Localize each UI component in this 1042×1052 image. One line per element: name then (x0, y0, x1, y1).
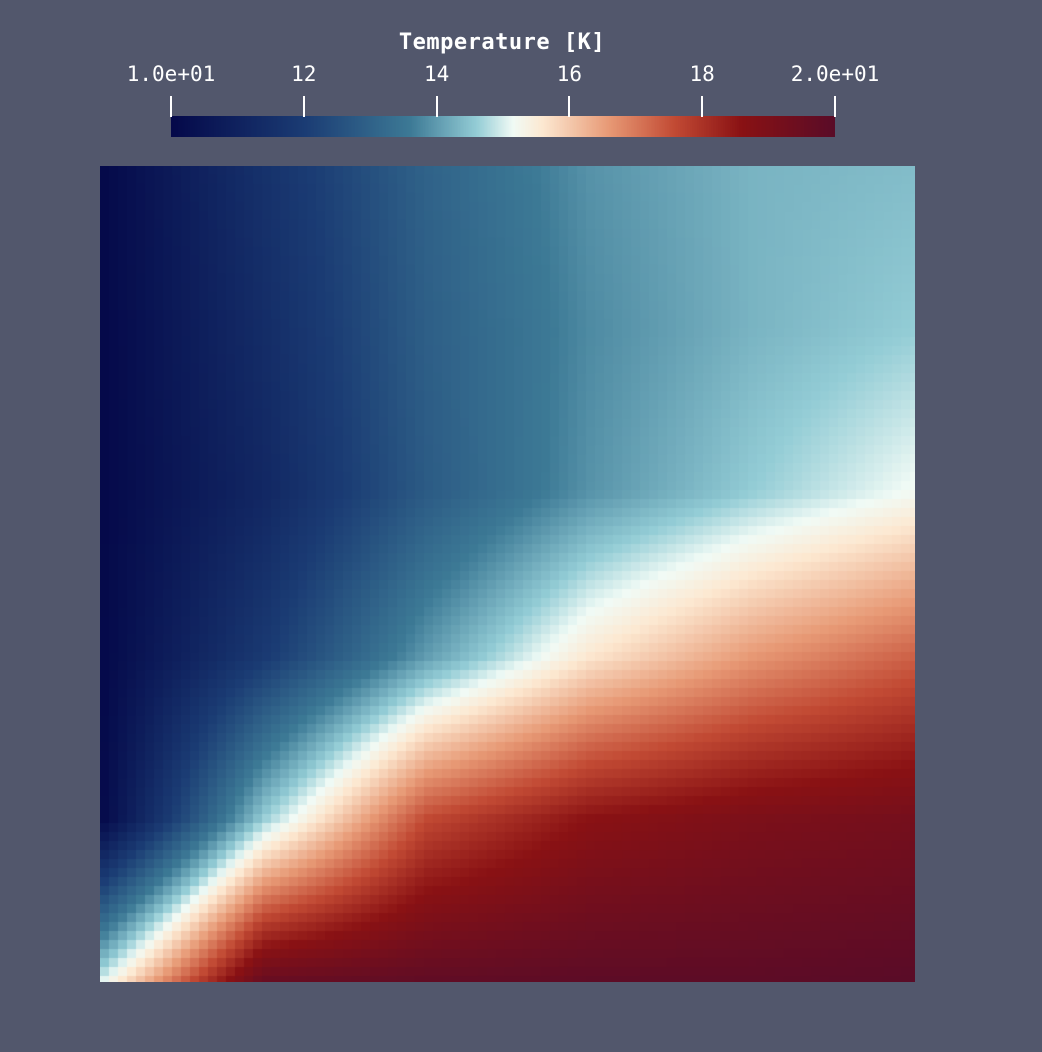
colorbar-tick-label: 18 (689, 62, 715, 86)
temperature-field-plot (100, 166, 915, 982)
colorbar-tick-label: 2.0e+01 (790, 62, 880, 86)
colorbar-tick-mark (701, 96, 704, 117)
colorbar-tick-mark (302, 96, 305, 117)
colorbar-tick-label: 16 (556, 62, 583, 86)
colorbar-tick-mark (170, 96, 172, 117)
colorbar (171, 116, 835, 137)
colorbar-tick-label: 14 (423, 62, 450, 86)
colorbar-tick-label: 1.0e+01 (126, 62, 216, 86)
colorbar-tick-mark (568, 96, 571, 117)
colorbar-tick-label: 12 (291, 62, 317, 86)
colorbar-title: Temperature [K] (398, 30, 606, 55)
colorbar-tick-mark (834, 96, 836, 117)
colorbar-tick-mark (435, 96, 438, 117)
